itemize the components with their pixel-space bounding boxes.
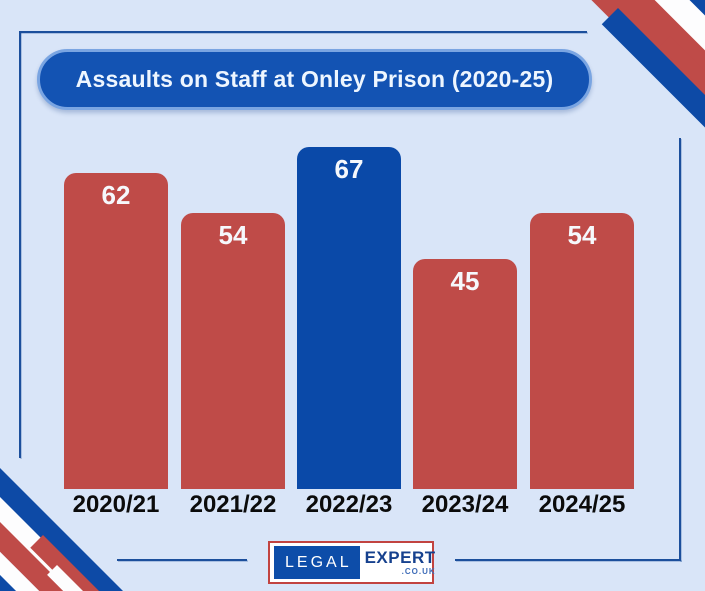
bar-2020-21: 62: [64, 173, 168, 489]
bar-value-label: 54: [567, 220, 597, 250]
x-axis-label: 2024/25: [538, 491, 626, 518]
logo-right-block: EXPERT .CO.UK: [365, 549, 436, 576]
frame-border-bottom-right: [455, 559, 681, 561]
x-axis-label: 2021/22: [189, 491, 277, 518]
bar-value-label: 67: [334, 154, 364, 184]
bar-value-label: 54: [218, 220, 248, 250]
logo-legal-box: LEGAL: [274, 546, 360, 579]
frame-border-left: [19, 31, 21, 458]
logo-expert-text: EXPERT: [364, 548, 436, 567]
chart-title-banner: Assaults on Staff at Onley Prison (2020-…: [37, 49, 592, 110]
bar-2023-24: 45: [413, 259, 517, 489]
logo-couk-text: .CO.UK: [401, 567, 436, 576]
frame-border-right: [679, 138, 681, 561]
bar-2021-22: 54: [181, 213, 285, 489]
x-axis-label: 2020/21: [72, 491, 160, 518]
frame-border-bottom-left: [117, 559, 247, 561]
bar-2024-25: 54: [530, 213, 634, 489]
legalexpert-logo: LEGAL EXPERT .CO.UK: [268, 541, 436, 584]
bar-2022-23: 67: [297, 147, 401, 489]
frame-border-top: [19, 31, 587, 33]
chart-title: Assaults on Staff at Onley Prison (2020-…: [75, 66, 554, 92]
bar-value-label: 62: [101, 180, 131, 210]
x-axis-label: 2023/24: [421, 491, 509, 518]
x-axis-label: 2022/23: [305, 491, 393, 518]
bar-value-label: 45: [450, 266, 480, 296]
